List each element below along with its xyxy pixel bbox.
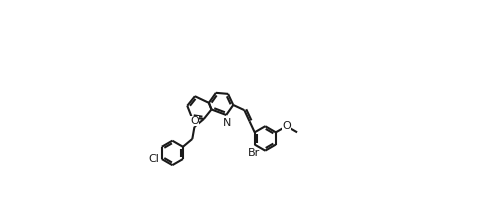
Text: Cl: Cl bbox=[149, 154, 160, 164]
Text: Br: Br bbox=[247, 148, 260, 158]
Text: O: O bbox=[282, 121, 291, 131]
Text: O: O bbox=[190, 116, 199, 126]
Text: N: N bbox=[223, 118, 231, 127]
